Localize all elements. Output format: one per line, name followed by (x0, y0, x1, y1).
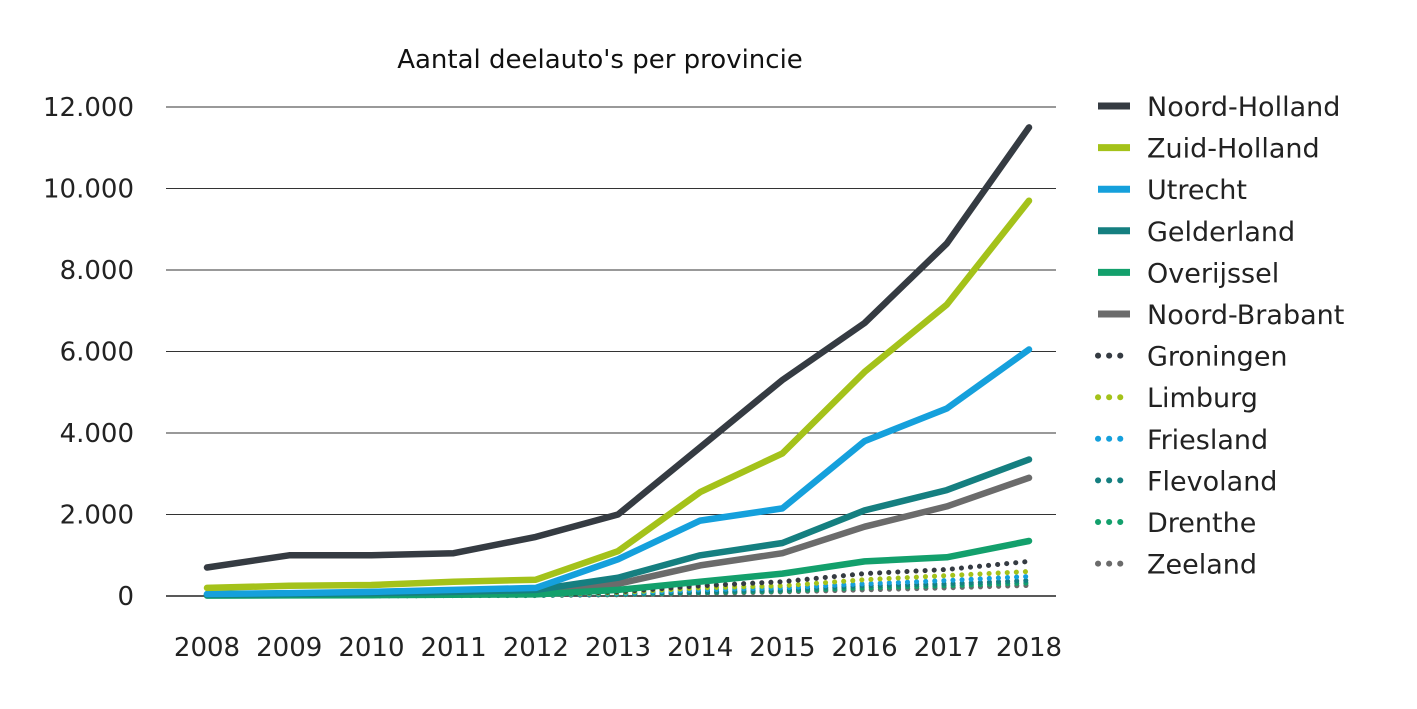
y-tick-label: 8.000 (60, 256, 134, 286)
legend-label: Limburg (1147, 383, 1258, 414)
legend-item: Zuid-Holland (1098, 134, 1320, 165)
legend-label: Zuid-Holland (1147, 134, 1320, 165)
x-tick-label: 2014 (667, 633, 733, 663)
legend-item: Overijssel (1098, 258, 1279, 289)
legend-label: Utrecht (1147, 175, 1247, 206)
x-axis-ticks: 2008 2009 2010 2011 2012 2013 2014 2015 2016 2017… (174, 633, 1062, 663)
x-tick-label: 2015 (749, 633, 815, 663)
legend-label: Friesland (1147, 425, 1268, 456)
legend-label: Drenthe (1147, 508, 1256, 539)
legend-label: Noord-Holland (1147, 92, 1340, 123)
y-tick-label: 6.000 (60, 338, 134, 368)
legend-label: Gelderland (1147, 217, 1295, 248)
legend-label: Overijssel (1147, 258, 1279, 289)
legend-item: Noord-Holland (1098, 92, 1340, 123)
series-line-gelderland (203, 456, 1033, 599)
y-tick-label: 0 (117, 582, 134, 612)
legend: Noord-Holland Zuid-Holland Utrecht Gelderla… (1095, 92, 1344, 581)
legend-label: Zeeland (1147, 550, 1257, 581)
x-tick-label: 2010 (338, 633, 404, 663)
x-tick-label: 2012 (503, 633, 569, 663)
x-tick-label: 2016 (832, 633, 898, 663)
y-axis-ticks: 0 2.000 4.000 6.000 8.000 10.000 12.000 (43, 93, 134, 612)
legend-item: Noord-Brabant (1098, 300, 1344, 331)
legend-item: Flevoland (1095, 466, 1277, 497)
legend-label: Flevoland (1147, 466, 1277, 497)
y-tick-label: 12.000 (43, 93, 134, 123)
x-tick-label: 2009 (256, 633, 322, 663)
series-lines (203, 124, 1033, 599)
y-tick-label: 10.000 (43, 175, 134, 205)
x-tick-label: 2011 (421, 633, 487, 663)
series-line-noord-holland (203, 124, 1033, 571)
y-tick-label: 4.000 (60, 419, 134, 449)
legend-item: Friesland (1095, 425, 1268, 456)
x-tick-label: 2018 (996, 633, 1062, 663)
legend-item: Limburg (1095, 383, 1258, 414)
legend-item: Zeeland (1095, 550, 1257, 581)
series-line-utrecht (203, 346, 1033, 598)
legend-item: Drenthe (1095, 508, 1256, 539)
x-tick-label: 2017 (914, 633, 980, 663)
legend-item: Utrecht (1098, 175, 1247, 206)
chart-title: Aantal deelauto's per provincie (397, 45, 803, 75)
x-tick-label: 2013 (585, 633, 651, 663)
legend-label: Noord-Brabant (1147, 300, 1344, 331)
gridlines (166, 106, 1056, 597)
legend-item: Gelderland (1098, 217, 1295, 248)
x-tick-label: 2008 (174, 633, 240, 663)
legend-item: Groningen (1095, 342, 1288, 373)
y-tick-label: 2.000 (60, 501, 134, 531)
legend-label: Groningen (1147, 342, 1288, 373)
series-line-zuid-holland (203, 197, 1033, 592)
